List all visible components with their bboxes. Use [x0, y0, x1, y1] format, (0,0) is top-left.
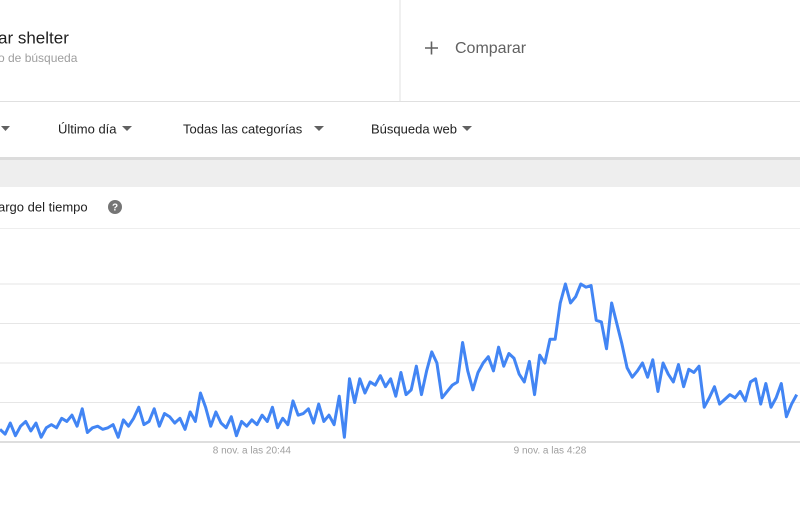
- trend-line: [0, 282, 799, 439]
- filter-category[interactable]: Todas las categorías: [183, 121, 303, 136]
- shadow: [0, 157, 800, 160]
- filter-search-type[interactable]: Búsqueda web: [371, 121, 457, 136]
- section-title: argo del tiempo: [0, 199, 88, 214]
- filter-time[interactable]: Último día: [58, 121, 117, 136]
- dropdown-arrow[interactable]: [462, 126, 472, 131]
- dropdown-arrow[interactable]: [1, 126, 10, 131]
- dropdown-arrow[interactable]: [122, 126, 132, 131]
- compare-button[interactable]: Comparar: [455, 40, 527, 57]
- x-tick-label: 9 nov. a las 4:28: [514, 446, 587, 457]
- help-icon-glyph[interactable]: ?: [112, 203, 118, 214]
- x-tick-label: 8 nov. a las 20:44: [213, 446, 292, 457]
- dropdown-arrow[interactable]: [314, 126, 324, 131]
- search-term-type: o de búsqueda: [0, 51, 78, 65]
- separator-band: [0, 157, 800, 187]
- search-term[interactable]: ar shelter: [0, 28, 69, 47]
- plus-icon[interactable]: [425, 41, 438, 55]
- help-icon[interactable]: [108, 200, 122, 214]
